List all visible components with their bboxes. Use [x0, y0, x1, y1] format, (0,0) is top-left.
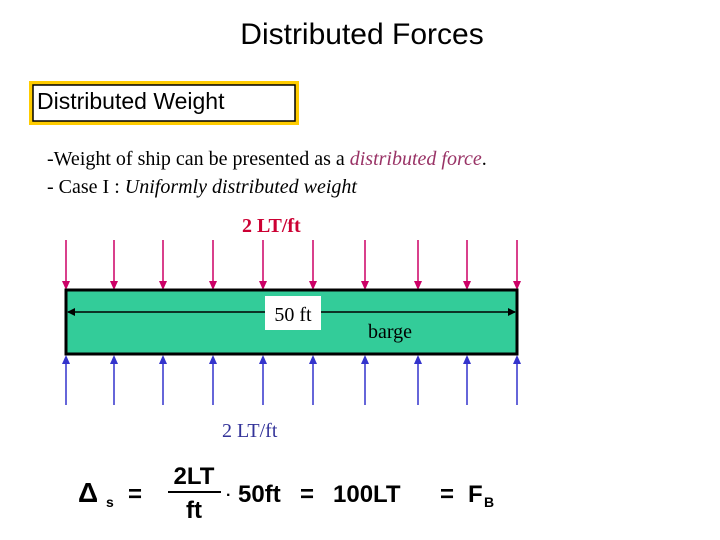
equation: Δ s = 2LT ft · 50ft = 100LT = F B [78, 463, 494, 524]
top-load-label: 2 LT/ft [242, 215, 301, 237]
title: Distributed Forces [240, 18, 483, 51]
arrow-head [361, 355, 369, 364]
arrow-head [309, 355, 317, 364]
emphasis: Uniformly distributed weight [125, 176, 358, 198]
arrow-head [513, 355, 521, 364]
body-label: barge [368, 321, 412, 343]
eq-symbol: = [300, 481, 314, 508]
eq-symbol: Δ [78, 477, 98, 508]
arrow-head [110, 281, 118, 290]
arrow-head [309, 281, 317, 290]
arrow-head [414, 355, 422, 364]
line-text: . [482, 148, 487, 170]
line-text: -Weight of ship can be presented as a [47, 148, 350, 170]
arrow-head [513, 281, 521, 290]
eq-symbol: = [128, 481, 142, 508]
load-arrows [62, 240, 521, 405]
dimension-label: 50 ft [274, 304, 312, 326]
eq-symbol: = [440, 481, 454, 508]
eq-symbol: B [484, 494, 494, 510]
arrow-head [159, 355, 167, 364]
eq-denominator: ft [186, 497, 202, 524]
label-box-outer [29, 81, 299, 125]
emphasis: distributed force [350, 148, 482, 170]
arrow-head [259, 281, 267, 290]
line-text: - Case I : [47, 176, 125, 198]
label-box [32, 84, 296, 122]
eq-term: 100LT [333, 481, 401, 508]
arrow-head [62, 281, 70, 290]
arrow-head [209, 281, 217, 290]
eq-symbol: s [106, 494, 114, 510]
arrow-head [62, 355, 70, 364]
arrow-head [110, 355, 118, 364]
dimension-label-bg [265, 296, 321, 330]
box-label: Distributed Weight [37, 88, 225, 114]
eq-term: 50ft [238, 481, 281, 508]
arrow-head [159, 281, 167, 290]
arrow-head [463, 281, 471, 290]
line: - Case I : Uniformly distributed weight [47, 176, 357, 198]
bottom-load-label: 2 LT/ft [222, 420, 278, 442]
eq-term: F [468, 481, 483, 508]
arrow-head [361, 281, 369, 290]
eq-symbol: · [226, 487, 231, 504]
arrow-head [209, 355, 217, 364]
arrow-head [414, 281, 422, 290]
line: -Weight of ship can be presented as a di… [47, 148, 487, 170]
arrow-head [259, 355, 267, 364]
eq-numerator: 2LT [174, 463, 215, 490]
arrow-head [463, 355, 471, 364]
